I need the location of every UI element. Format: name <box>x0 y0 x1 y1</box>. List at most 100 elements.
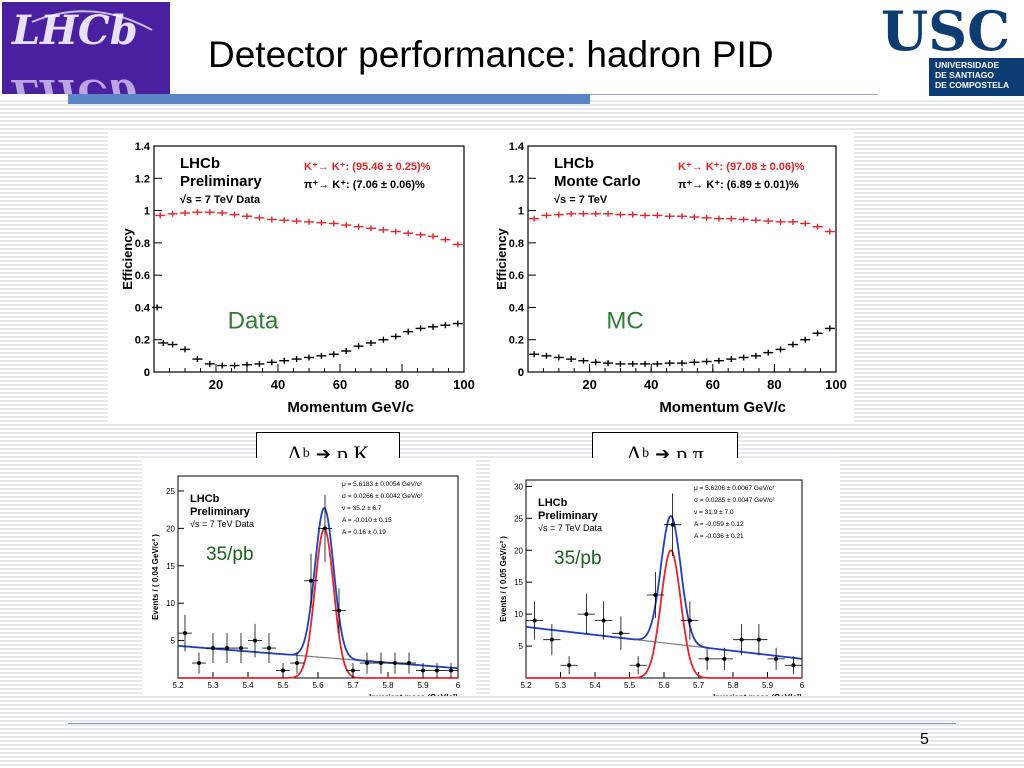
x-tick-label: 6 <box>456 681 461 690</box>
x-tick-label: 5.6 <box>658 681 670 690</box>
data-point <box>407 661 411 666</box>
y-tick-label: 5 <box>171 637 176 646</box>
y-tick-label: 0 <box>144 367 150 379</box>
y-tick-label: 1.4 <box>509 141 525 153</box>
y-tick-label: 5 <box>519 642 524 651</box>
legend-pion: π⁺→ K⁺: (6.89 ± 0.01)% <box>678 179 799 191</box>
fit-parameter: A = -0.059 ± 0.12 <box>694 521 744 528</box>
data-point <box>567 663 572 668</box>
fit-parameter: σ = 0.0266 ± 0.0042 GeV/c² <box>342 493 423 500</box>
y-axis-label: Events / ( 0.05 GeV/c² ) <box>499 536 508 622</box>
y-tick-label: 0 <box>518 367 524 379</box>
usc-line-1: UNIVERSIDADE <box>935 60 1000 70</box>
fit-parameter: σ = 0.0285 ± 0.0047 GeV/c² <box>694 497 775 504</box>
energy-label: √s = 7 TeV Data <box>190 519 254 529</box>
x-tick-label: 60 <box>333 377 347 392</box>
data-point <box>197 661 201 666</box>
x-tick-label: 5.5 <box>624 681 636 690</box>
y-tick-label: 30 <box>514 482 523 491</box>
efficiency-mc-panel: 0 0.2 0.4 0.6 0.8 1 1.2 1.4 0 20 40 60 80 100 Efficien… <box>478 132 854 422</box>
decay-subscript: b <box>302 446 310 461</box>
lhcb-status: Monte Carlo <box>554 173 641 190</box>
y-axis-label: Efficiency <box>494 228 509 290</box>
data-point <box>351 668 355 673</box>
footer-line <box>68 723 956 724</box>
data-point <box>449 668 453 673</box>
usc-line-3: DE COMPOSTELA <box>935 80 1010 90</box>
mass-ppi-chart: 5 10 15 20 25 30 5.2 5.3 5.4 5.5 5.6 5.7 5.8 5.9 6 Even… <box>499 479 805 696</box>
x-tick-label: 5.6 <box>312 681 324 690</box>
big-label: MC <box>606 307 643 334</box>
energy-label: √s = 7 TeV <box>554 194 608 206</box>
data-point <box>791 663 796 668</box>
y-tick-label: 0.2 <box>135 335 150 347</box>
x-tick-label: 5.4 <box>589 681 601 690</box>
y-tick-label: 1.2 <box>509 173 524 185</box>
page-number: 5 <box>920 731 929 748</box>
data-point <box>337 608 341 613</box>
data-point <box>393 661 397 666</box>
data-point <box>601 618 606 623</box>
fit-parameter: μ = 5.6206 ± 0.0067 GeV/c² <box>694 485 775 492</box>
y-tick-label: 0.6 <box>509 270 524 282</box>
decay-subscript: b <box>642 446 650 461</box>
fit-parameter: ν = 35.2 ± 6.7 <box>342 505 382 512</box>
lhcb-tag: LHCb <box>538 497 568 509</box>
energy-label: √s = 7 TeV Data <box>180 194 261 206</box>
efficiency-data-panel: 0 0.2 0.4 0.6 0.8 1 1.2 1.4 0 20 40 60 80 100 Efficien… <box>108 132 478 422</box>
y-tick-label: 1.2 <box>135 173 150 185</box>
x-tick-label: 5.4 <box>242 681 254 690</box>
usc-block <box>929 58 1024 96</box>
data-point <box>739 637 744 642</box>
data-point <box>756 637 761 642</box>
usc-name: UNIVERSIDADE DE SANTIAGO DE COMPOSTELA <box>935 60 1009 90</box>
lhcb-status: Preliminary <box>190 506 251 518</box>
y-tick-label: 25 <box>166 487 175 496</box>
lhcb-logo: LHCb LHCb <box>2 2 170 94</box>
x-tick-label: 40 <box>644 377 658 392</box>
y-tick-label: 15 <box>514 578 523 587</box>
x-tick-label: 40 <box>271 377 285 392</box>
data-point <box>239 646 243 651</box>
data-point <box>670 522 675 527</box>
legend-kaon: K⁺→ K⁺: (95.46 ± 0.25)% <box>304 161 431 173</box>
y-tick-label: 20 <box>166 524 175 533</box>
mass-ppi-panel: 5 10 15 20 25 30 5.2 5.3 5.4 5.5 5.6 5.7 5.8 5.9 6 Even… <box>490 458 840 696</box>
y-tick-label: 0 <box>518 367 524 379</box>
x-tick-label: 100 <box>453 377 475 392</box>
y-axis-label: Events / ( 0.04 GeV/c² ) <box>151 534 160 620</box>
x-tick-label: 100 <box>825 377 847 392</box>
data-point <box>774 656 779 661</box>
x-tick-label: 5.9 <box>762 681 774 690</box>
lhcb-status: Preliminary <box>180 173 262 190</box>
y-tick-label: 0.4 <box>135 302 151 314</box>
data-point <box>705 656 710 661</box>
page-title: Detector performance: hadron PID <box>208 34 774 75</box>
y-tick-label: 0.8 <box>509 238 524 250</box>
y-tick-label: 25 <box>514 514 523 523</box>
y-tick-label: 15 <box>166 562 175 571</box>
luminosity-label: 35/pb <box>554 548 602 569</box>
x-tick-label: 60 <box>706 377 720 392</box>
signal-curve <box>178 527 458 679</box>
title-underline-thin <box>590 94 878 95</box>
data-point <box>636 663 641 668</box>
x-tick-label: 20 <box>209 377 223 392</box>
total-fit-curve <box>177 507 459 670</box>
x-tick-label: 5.2 <box>520 681 532 690</box>
y-tick-label: 0.4 <box>509 302 525 314</box>
x-tick-label: 6 <box>800 681 805 690</box>
data-point <box>584 612 589 617</box>
total-fit-curve <box>525 514 803 660</box>
y-tick-label: 1.4 <box>135 141 151 153</box>
data-point <box>549 637 554 642</box>
data-point <box>309 578 313 583</box>
data-point <box>323 526 327 531</box>
data-point <box>183 631 187 636</box>
x-tick-label: 5.5 <box>277 681 289 690</box>
x-axis-label: Invariant mass (GeV/c²) <box>369 693 458 696</box>
legend-pion: π⁺→ K⁺: (7.06 ± 0.06)% <box>304 179 425 191</box>
x-tick-label: 5.7 <box>693 681 705 690</box>
y-tick-label: 10 <box>514 610 523 619</box>
